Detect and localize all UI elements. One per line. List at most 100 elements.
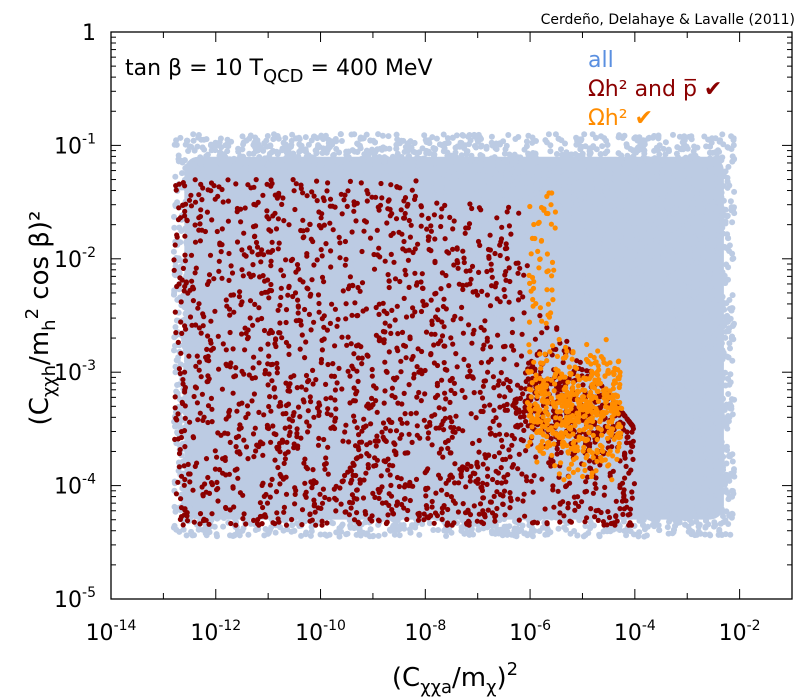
all-point [275, 158, 282, 165]
all-point [230, 316, 237, 323]
all-point [521, 146, 528, 153]
all-point [514, 239, 521, 245]
all-point [368, 501, 375, 508]
all-point [582, 288, 589, 294]
all-point [678, 288, 685, 295]
all-point [643, 510, 650, 517]
all-point [222, 190, 229, 197]
all-point [426, 183, 433, 190]
all-point [338, 138, 345, 144]
all-point [458, 163, 465, 170]
all-point [646, 398, 653, 404]
all-point [701, 490, 708, 497]
all-point [604, 343, 611, 350]
all-point [678, 470, 685, 477]
all-point [345, 213, 352, 220]
all-point [381, 515, 388, 522]
all-point [305, 443, 311, 450]
all-point [214, 212, 220, 219]
all-point [191, 440, 198, 446]
all-point [617, 256, 624, 262]
all-point [661, 271, 668, 278]
all-point [256, 154, 263, 160]
all-point [545, 131, 552, 138]
all-point [506, 369, 513, 376]
all-point [192, 182, 199, 189]
all-point [298, 532, 305, 539]
all-point [390, 246, 397, 252]
all-point [725, 391, 732, 397]
all-point [340, 228, 347, 234]
all-point [677, 411, 684, 418]
all-point [698, 214, 705, 221]
all-point [640, 423, 647, 429]
all-point [304, 275, 311, 282]
all-point [196, 447, 203, 454]
all-point [719, 269, 726, 276]
all-point [264, 133, 271, 139]
all-point [236, 320, 243, 327]
all-point [210, 437, 217, 444]
all-point [372, 482, 379, 488]
all-point [675, 463, 682, 470]
all-point [673, 484, 680, 491]
all-point [670, 131, 676, 138]
all-point [669, 267, 676, 274]
all-point [197, 270, 204, 276]
all-point [581, 131, 588, 138]
all-point [503, 142, 510, 149]
all-point [445, 351, 452, 358]
all-point [670, 391, 677, 398]
all-point [671, 172, 678, 179]
all-point [372, 218, 379, 225]
all-point [575, 253, 582, 260]
all-point [380, 378, 387, 385]
all-point [731, 188, 738, 195]
all-point [533, 203, 540, 210]
all-point [552, 249, 558, 256]
all-point [649, 168, 656, 175]
all-point [460, 417, 467, 424]
all-point [196, 167, 203, 174]
all-point [466, 422, 472, 429]
all-point [451, 240, 457, 247]
all-point [231, 496, 238, 503]
all-point [313, 341, 320, 348]
all-point [729, 458, 736, 465]
all-point [195, 435, 202, 442]
all-point [305, 141, 312, 148]
all-point [488, 226, 495, 233]
all-point [599, 229, 606, 236]
all-point [272, 256, 279, 263]
all-point [615, 150, 622, 157]
all-point [630, 339, 636, 346]
all-point [530, 500, 537, 507]
all-point [488, 133, 495, 140]
all-point [282, 135, 289, 141]
all-point [704, 327, 711, 334]
all-point [653, 173, 660, 180]
all-point [292, 162, 299, 169]
all-point [489, 392, 496, 399]
all-point [713, 291, 720, 298]
all-point [664, 524, 671, 531]
all-point [443, 384, 450, 391]
all-point [618, 155, 625, 162]
all-point [294, 363, 301, 370]
all-point [628, 404, 635, 411]
all-point [426, 520, 433, 527]
all-point [606, 216, 613, 223]
all-point [668, 258, 675, 265]
all-point [701, 133, 708, 140]
all-point [608, 223, 615, 230]
all-point [220, 446, 227, 453]
all-point [231, 396, 237, 403]
all-point [523, 138, 530, 145]
all-point [391, 169, 398, 176]
all-point [195, 132, 202, 138]
all-point [204, 311, 211, 317]
all-point [630, 261, 637, 268]
all-point [585, 530, 592, 536]
all-point [501, 197, 508, 204]
